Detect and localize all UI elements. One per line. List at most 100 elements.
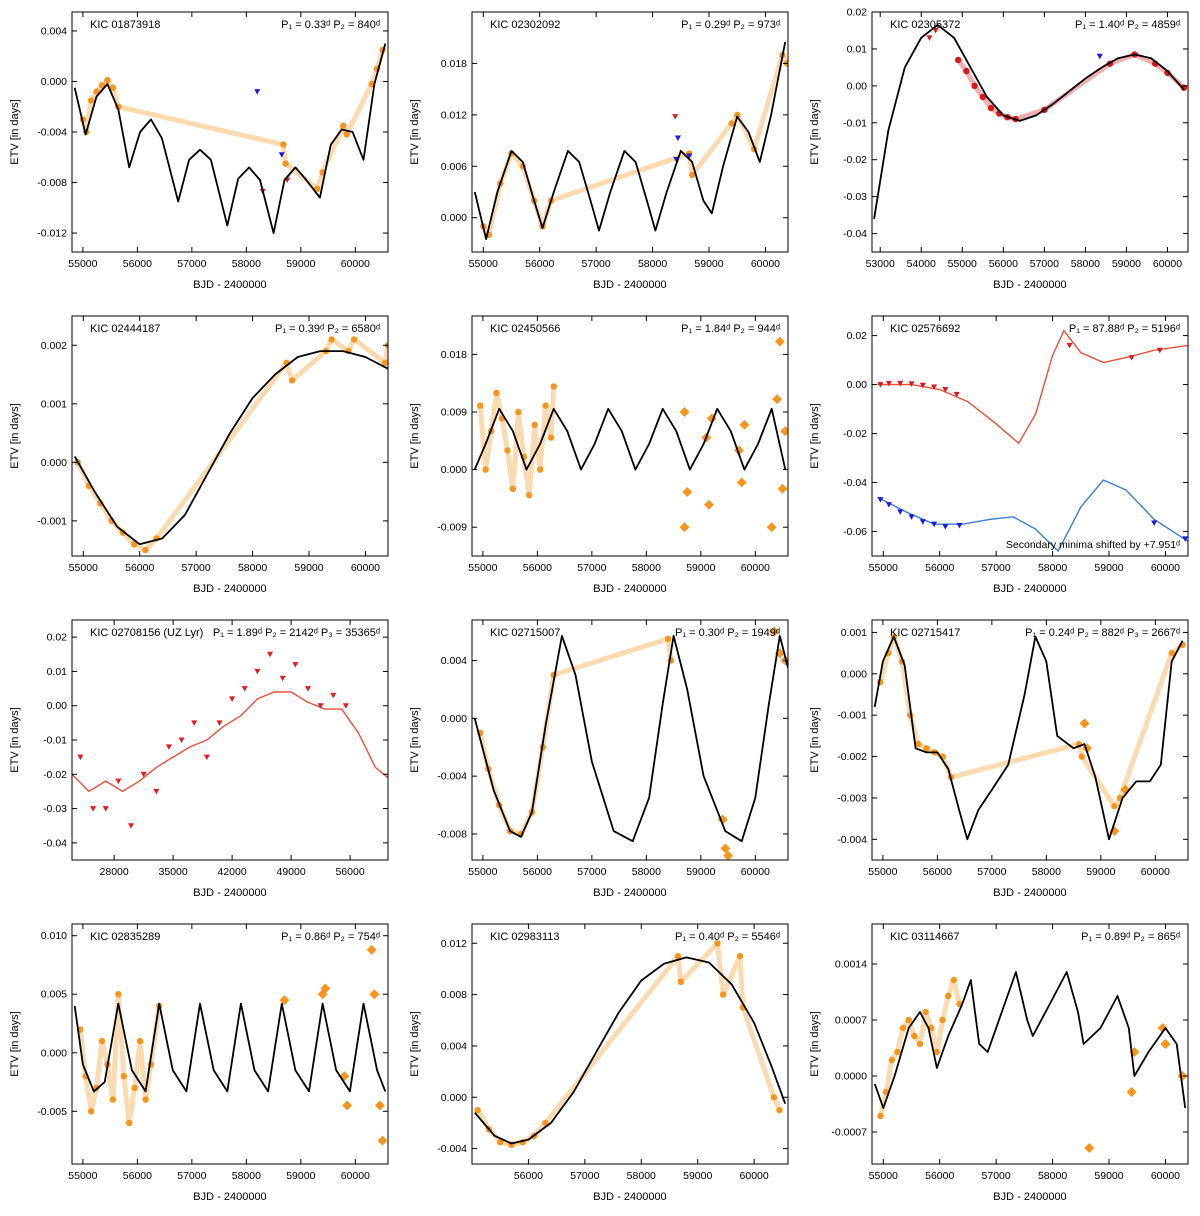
- y-tick-label: -0.01: [843, 117, 867, 129]
- chart-svg: 55000 56000 57000 58000 59000 60000 -0.012 -0.0…: [9, 11, 389, 291]
- chart-title: KIC 03114667: [890, 931, 960, 943]
- x-tick-label: 59000: [694, 258, 723, 270]
- data-marker: [330, 692, 337, 699]
- data-point: [894, 1048, 901, 1056]
- x-axis-label: BJD - 2400000: [193, 279, 266, 291]
- data-point: [109, 1096, 117, 1103]
- y-tick-label: 0.000: [41, 76, 67, 88]
- data-point: [688, 171, 696, 179]
- period-label: P₁ = 0.89ᵈ P₂ = 865ᵈ: [1081, 931, 1180, 943]
- data-marker: [877, 497, 884, 503]
- chart-svg: 28000 35000 42000 49000 56000 -0.04 -0.03 -0.02…: [9, 619, 389, 899]
- data-marker: [777, 483, 788, 494]
- data-point: [916, 1040, 924, 1048]
- chart-panel: 55000 56000 57000 58000 59000 60000 -0.004 -0.0…: [800, 608, 1200, 912]
- y-tick-label: 0.000: [441, 212, 467, 224]
- data-marker: [102, 806, 109, 812]
- data-density-band: [475, 940, 782, 1148]
- data-marker: [931, 384, 938, 391]
- y-tick-label: 0.006: [441, 161, 467, 173]
- data-marker: [942, 524, 949, 530]
- y-tick-label: 0.0007: [835, 1015, 867, 1027]
- model-curve: [873, 635, 1184, 841]
- period-label: P₁ = 0.29ᵈ P₂ = 973ᵈ: [681, 19, 780, 31]
- chart-svg: 55000 56000 57000 58000 59000 60000 -0.004 -0.0…: [809, 619, 1189, 899]
- data-point: [955, 56, 962, 64]
- y-tick-label: -0.002: [837, 751, 867, 763]
- y-axis-label: ETV [in days]: [809, 403, 821, 468]
- x-tick-label: 56000: [523, 562, 552, 574]
- chart-title: KIC 02444187: [90, 323, 160, 335]
- x-tick-label: 56000: [123, 1170, 152, 1182]
- y-tick-label: 0.018: [441, 58, 467, 70]
- data-marker: [1157, 1023, 1168, 1033]
- data-marker: [342, 703, 349, 709]
- axes-frame: [871, 923, 1189, 1165]
- data-point: [714, 940, 721, 947]
- data-marker: [956, 522, 963, 529]
- data-marker: [686, 153, 693, 159]
- data-point: [963, 67, 970, 75]
- x-tick-label: 59000: [686, 562, 715, 574]
- model-curve: [73, 43, 387, 234]
- y-tick-label: 0.01: [847, 43, 868, 55]
- x-axis-label: BJD - 2400000: [593, 1191, 666, 1203]
- data-marker: [919, 519, 926, 525]
- data-marker: [877, 382, 884, 388]
- y-tick-label: 0.02: [847, 330, 868, 342]
- period-label: P₁ = 0.33ᵈ P₂ = 840ᵈ: [281, 19, 380, 31]
- data-point: [664, 635, 672, 642]
- chart-svg: 55000 56000 57000 58000 59000 60000 -0.008 -0.0…: [409, 619, 789, 899]
- data-marker: [203, 754, 210, 761]
- data-marker: [1126, 1087, 1137, 1097]
- x-tick-label: 55000: [68, 258, 97, 270]
- axes-frame: [471, 315, 789, 557]
- x-tick-label: 60000: [740, 1170, 769, 1182]
- x-tick-label: 55000: [948, 258, 977, 270]
- axes-frame: [71, 315, 389, 557]
- y-tick-label: 0.000: [441, 464, 467, 476]
- chart-panel: 55000 56000 57000 58000 59000 60000 -0.005 0.00…: [0, 912, 400, 1216]
- data-marker: [772, 394, 783, 405]
- data-point: [87, 97, 95, 104]
- chart-panel: 55000 56000 57000 58000 59000 60000 -0.001 0.00…: [0, 304, 400, 608]
- data-point: [877, 1112, 884, 1120]
- model-curve: [74, 350, 388, 546]
- axes-frame: [471, 923, 789, 1165]
- x-axis-label: BJD - 2400000: [993, 583, 1066, 595]
- chart-svg: 55000 56000 57000 58000 59000 60000 -0.005 0.00…: [9, 923, 389, 1203]
- y-tick-label: -0.004: [437, 771, 467, 783]
- chart-svg: 56000 57000 58000 59000 60000 -0.004 0.000 0.00…: [409, 923, 789, 1203]
- data-marker: [165, 744, 172, 750]
- y-tick-label: 0.004: [441, 655, 467, 667]
- data-point: [87, 1108, 95, 1115]
- x-axis-label: BJD - 2400000: [993, 279, 1066, 291]
- data-marker: [679, 407, 690, 417]
- data-point: [736, 952, 744, 960]
- data-marker: [897, 380, 904, 387]
- y-tick-label: 0.00: [847, 80, 868, 92]
- data-marker: [178, 737, 185, 743]
- data-marker: [1151, 520, 1158, 526]
- data-marker: [774, 336, 785, 347]
- x-tick-label: 58000: [232, 258, 261, 270]
- data-point: [126, 1119, 133, 1127]
- data-point: [382, 359, 388, 366]
- y-tick-label: -0.001: [837, 710, 867, 722]
- period-label: P₁ = 0.40ᵈ P₂ = 5546ᵈ: [675, 931, 780, 943]
- data-marker: [229, 696, 236, 702]
- data-point: [526, 492, 533, 499]
- y-axis-label: ETV [in days]: [9, 403, 21, 468]
- data-point: [1164, 69, 1171, 77]
- chart-panel: 55000 56000 57000 58000 59000 60000 0.000 0.006…: [400, 0, 800, 304]
- data-point: [1078, 753, 1085, 760]
- chart-title: KIC 02835289: [90, 931, 160, 943]
- data-marker: [115, 778, 122, 785]
- y-axis-label: ETV [in days]: [809, 707, 821, 772]
- data-point: [282, 160, 289, 167]
- data-marker: [292, 662, 299, 668]
- chart-svg: 55000 56000 57000 58000 59000 60000 -0.0007 0.0…: [809, 923, 1189, 1203]
- chart-title: KIC 02715007: [490, 627, 560, 639]
- data-point: [280, 141, 287, 148]
